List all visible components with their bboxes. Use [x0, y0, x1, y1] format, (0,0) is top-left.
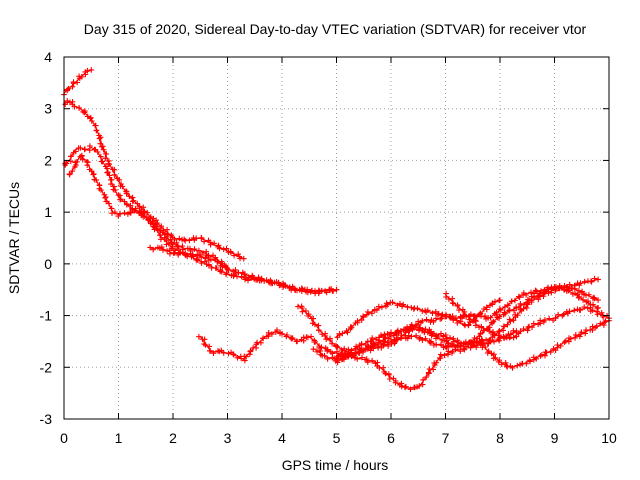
data-series — [61, 67, 612, 393]
x-tick-label: 1 — [115, 430, 123, 446]
series-trace-2 — [62, 98, 247, 262]
y-tick-label: 1 — [44, 204, 52, 220]
y-tick-label: -3 — [40, 411, 53, 427]
tick-labels: 0 1 2 3 4 5 6 7 8 9 10 -3 -2 -1 0 1 2 3 4 — [40, 49, 617, 446]
x-tick-label: 5 — [333, 430, 341, 446]
axis-ticks — [63, 56, 610, 420]
y-tick-label: 4 — [44, 49, 52, 65]
x-axis-label: GPS time / hours — [282, 457, 389, 473]
x-tick-label: 3 — [224, 430, 232, 446]
y-tick-label: 3 — [44, 101, 52, 117]
x-tick-label: 6 — [387, 430, 395, 446]
x-tick-label: 2 — [169, 430, 177, 446]
y-tick-label: -1 — [40, 308, 53, 324]
series-trace-6 — [196, 327, 520, 393]
y-tick-label: 0 — [44, 256, 52, 272]
y-tick-label: 2 — [44, 152, 52, 168]
series-markers — [147, 244, 340, 297]
x-tick-label: 9 — [551, 430, 559, 446]
x-tick-label: 10 — [601, 430, 617, 446]
series-trace-5 — [147, 244, 340, 297]
series-markers — [310, 283, 601, 362]
x-tick-label: 8 — [496, 430, 504, 446]
x-tick-label: 4 — [278, 430, 286, 446]
x-tick-label: 7 — [442, 430, 450, 446]
y-axis-label: SDTVAR / TECUs — [6, 182, 22, 294]
x-tick-label: 0 — [60, 430, 68, 446]
y-tick-label: -2 — [40, 359, 53, 375]
series-trace-12 — [310, 283, 601, 362]
chart-title: Day 315 of 2020, Sidereal Day-to-day VTE… — [84, 21, 587, 37]
